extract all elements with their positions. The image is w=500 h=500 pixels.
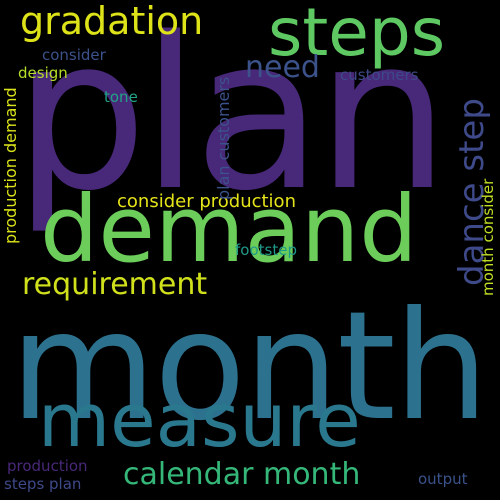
- word-month-consider: month consider: [479, 178, 497, 296]
- word-production: production: [7, 457, 88, 475]
- word-output: output: [418, 470, 468, 488]
- word-consider: consider: [42, 46, 106, 64]
- word-customers: customers: [340, 66, 419, 84]
- word-need: need: [245, 50, 320, 85]
- word-consider-production: consider production: [117, 191, 296, 212]
- word-plan-customers: plan customers: [214, 76, 233, 200]
- word-plan: plan: [14, 0, 449, 237]
- word-demand: demand: [40, 176, 418, 283]
- word-tone: tone: [104, 88, 138, 106]
- word-calendar-month: calendar month: [123, 457, 361, 492]
- word-production-demand: production demand: [1, 87, 20, 244]
- word-measure: measure: [38, 378, 361, 464]
- word-month: month: [10, 280, 489, 454]
- word-steps: steps: [268, 0, 446, 71]
- word-footstep: footstep: [235, 241, 297, 259]
- word-gradation: gradation: [20, 0, 204, 43]
- word-steps-plan: steps plan: [4, 475, 82, 493]
- word-design: design: [18, 64, 68, 82]
- word-requirement: requirement: [22, 267, 208, 302]
